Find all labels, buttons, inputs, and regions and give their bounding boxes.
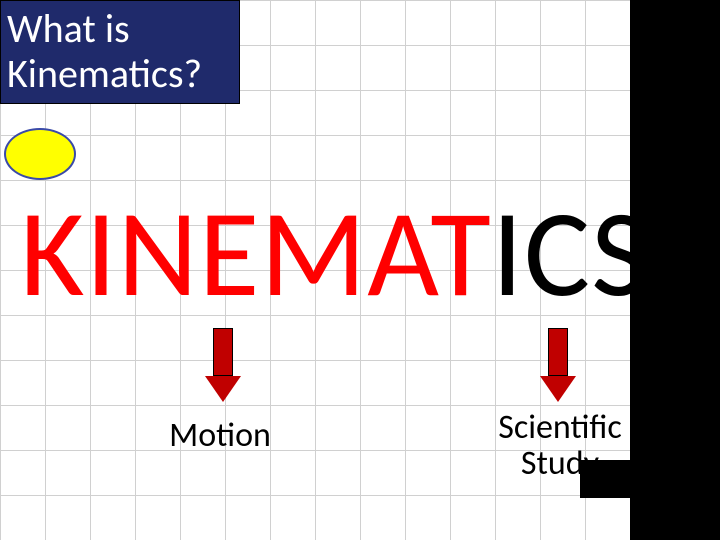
arrow-stem — [548, 328, 568, 376]
title-line1: What is — [7, 4, 130, 53]
kinematics-word: KINEMATICS — [20, 178, 649, 329]
slide: What is Kinematics? KINEMATICS Motion Sc… — [0, 0, 720, 540]
kinematics-part-mat: MAT — [260, 178, 492, 329]
label-scientific-line2: Study — [521, 443, 599, 484]
label-scientific: Scientific Study — [460, 410, 660, 481]
title-line2: Kinematics? — [7, 49, 202, 98]
arrow-science — [540, 328, 576, 402]
title-box: What is Kinematics? — [0, 0, 240, 104]
yellow-ellipse — [4, 128, 76, 180]
label-motion-text: Motion — [169, 415, 271, 456]
arrow-head-icon — [205, 376, 241, 402]
label-motion: Motion — [140, 418, 300, 454]
kinematics-part-ics: ICS — [492, 178, 649, 329]
kinematics-part-kine: KINE — [20, 178, 260, 329]
arrow-stem — [213, 328, 233, 376]
arrow-head-icon — [540, 376, 576, 402]
arrow-motion — [205, 328, 241, 402]
title-text: What is Kinematics? — [7, 7, 202, 97]
